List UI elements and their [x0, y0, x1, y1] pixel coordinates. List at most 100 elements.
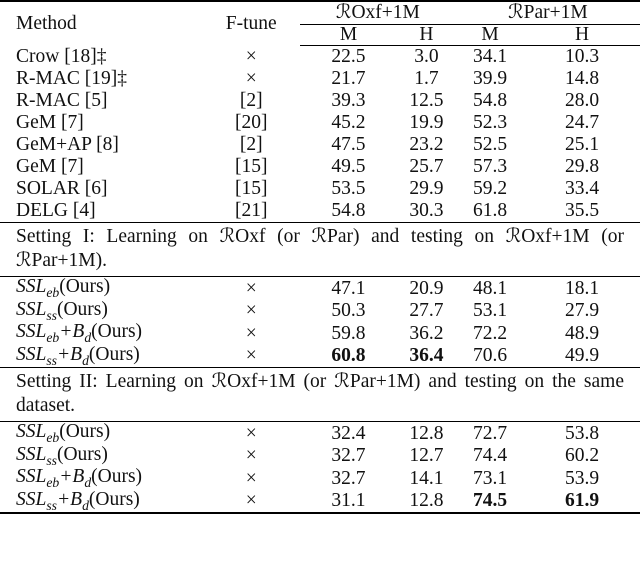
oxf-m-cell: 50.3	[331, 300, 366, 322]
method-suffix: (Ours)	[88, 488, 140, 510]
par-h-cell: 33.4	[565, 178, 600, 200]
ftune-cell: [21]	[235, 200, 268, 222]
oxf-m-cell: 32.4	[331, 422, 366, 444]
method-suffix: (Ours)	[59, 276, 111, 297]
setting1-caption: Setting I: Learning on ℛOxf (or ℛPar) an…	[0, 222, 640, 277]
oxf-h-cell: 12.7	[409, 445, 444, 467]
oxf-h-cell: 3.0	[414, 46, 439, 68]
method-extra: +B	[56, 343, 83, 365]
oxf-m-cell: 59.8	[331, 322, 366, 344]
method-suffix: (Ours)	[91, 466, 143, 488]
par-m-cell: 59.2	[472, 178, 508, 200]
method-suffix: (Ours)	[56, 443, 108, 465]
header-row-2: M H M H	[0, 24, 640, 46]
ftune-cell: [20]	[235, 112, 268, 134]
par-h-cell: 28.0	[565, 90, 600, 112]
method-extra-subscript: d	[82, 352, 89, 368]
ftune-cell: [2]	[239, 90, 263, 112]
ftune-cell: ×	[245, 445, 257, 467]
oxf-m-cell: 53.5	[331, 178, 366, 200]
method-cell: GeM [7]	[16, 156, 84, 178]
oxf-h-cell: 14.1	[409, 467, 444, 489]
method-cell: SSLeb+Bd(Ours)	[0, 467, 203, 490]
method-base: SSL	[16, 421, 47, 443]
table-row: SSLss+Bd(Ours) × 60.8 36.4 70.6 49.9	[0, 343, 640, 368]
par-h-cell: 61.9	[524, 489, 640, 515]
method-cell: GeM+AP [8]	[16, 134, 119, 156]
oxf-m-cell: 49.5	[331, 156, 366, 178]
method-subscript: eb	[46, 475, 60, 491]
oxf-h-cell: 1.7	[414, 68, 439, 90]
method-base: SSL	[16, 488, 47, 510]
ftune-cell: ×	[245, 467, 257, 489]
par-m-cell: 57.3	[472, 156, 508, 178]
oxf-h-cell: 23.2	[409, 134, 444, 156]
oxf-h-cell: 29.9	[409, 178, 444, 200]
method-extra: +B	[59, 466, 85, 488]
par-m-cell: 48.1	[472, 277, 508, 299]
table-row: R-MAC [19]‡ × 21.7 1.7 39.9 14.8	[0, 68, 640, 90]
method-cell: SSLss+Bd(Ours)	[0, 488, 203, 515]
par-m-cell: 72.7	[472, 422, 508, 444]
par-h-cell: 18.1	[565, 277, 600, 299]
method-base: SSL	[16, 276, 47, 297]
par-h-cell: 25.1	[565, 134, 600, 156]
ftune-cell: [2]	[239, 134, 263, 156]
table-row: GeM+AP [8] [2] 47.5 23.2 52.5 25.1	[0, 134, 640, 156]
method-suffix: (Ours)	[88, 343, 140, 365]
par-h-cell: 48.9	[565, 322, 600, 344]
method-cell: DELG [4]	[16, 200, 96, 222]
ftune-cell: ×	[202, 489, 300, 515]
method-extra: +B	[56, 488, 83, 510]
method-cell: SSLss(Ours)	[0, 443, 203, 468]
method-cell: Crow [18]‡	[16, 46, 107, 67]
method-suffix: (Ours)	[91, 321, 143, 343]
method-cell: R-MAC [19]‡	[16, 68, 128, 90]
table-row: SSLeb+Bd(Ours) × 59.8 36.2 72.2 48.9	[0, 322, 640, 345]
oxf-m-cell: 60.8	[331, 345, 366, 367]
oxf-h-cell: 27.7	[409, 300, 444, 322]
table-row: SSLss(Ours) × 32.7 12.7 74.4 60.2	[0, 443, 640, 468]
ftune-cell: ×	[245, 277, 257, 299]
method-subscript: ss	[46, 307, 57, 323]
par-m-cell: 73.1	[472, 467, 508, 489]
method-extra-subscript: d	[84, 329, 92, 345]
table-row: Crow [18]‡ × 22.5 3.0 34.1 10.3	[0, 46, 640, 69]
table-row: R-MAC [5] [2] 39.3 12.5 54.8 28.0	[0, 90, 640, 112]
ftune-cell: ×	[245, 322, 257, 344]
par-h-cell: 49.9	[565, 345, 600, 367]
table-row: SOLAR [6] [15] 53.5 29.9 59.2 33.4	[0, 178, 640, 200]
rpar-h-header: H	[524, 24, 640, 46]
par-m-cell: 70.6	[472, 345, 508, 367]
par-m-cell: 61.8	[472, 200, 508, 222]
method-subscript: eb	[46, 284, 60, 300]
par-h-cell: 27.9	[565, 300, 600, 322]
setting2-section: Setting II: Learning on ℛOxf+1M (or ℛPar…	[0, 367, 640, 423]
oxf-h-cell: 36.2	[409, 322, 444, 344]
oxf-m-cell: 32.7	[331, 467, 366, 489]
method-cell: R-MAC [5]	[16, 90, 108, 112]
par-m-cell: 72.2	[472, 322, 508, 344]
par-m-cell: 54.8	[472, 90, 508, 112]
method-cell: SSLeb+Bd(Ours)	[0, 322, 203, 345]
par-m-cell: 74.4	[472, 445, 508, 467]
ftune-cell: [15]	[235, 156, 268, 178]
method-subscript: ss	[46, 452, 57, 468]
setting2-caption-row: Setting II: Learning on ℛOxf+1M (or ℛPar…	[0, 367, 640, 423]
oxf-h-cell: 12.5	[409, 90, 444, 112]
par-h-cell: 10.3	[565, 46, 600, 68]
rpar-m-header: M	[455, 24, 525, 46]
oxf-h-cell: 36.4	[409, 345, 444, 367]
ftune-cell: ×	[245, 46, 257, 67]
method-subscript: eb	[46, 430, 60, 446]
method-base: SSL	[16, 343, 47, 365]
oxf-h-cell: 19.9	[409, 112, 444, 134]
method-base: SSL	[16, 321, 47, 343]
table-row: SSLeb(Ours) × 47.1 20.9 48.1 18.1	[0, 277, 640, 300]
method-extra: +B	[59, 321, 85, 343]
par-m-cell: 34.1	[472, 46, 508, 68]
roxf-m-header: M	[299, 24, 398, 46]
method-base: SSL	[16, 466, 47, 488]
method-base: SSL	[16, 298, 47, 320]
oxf-m-cell: 47.5	[331, 134, 366, 156]
